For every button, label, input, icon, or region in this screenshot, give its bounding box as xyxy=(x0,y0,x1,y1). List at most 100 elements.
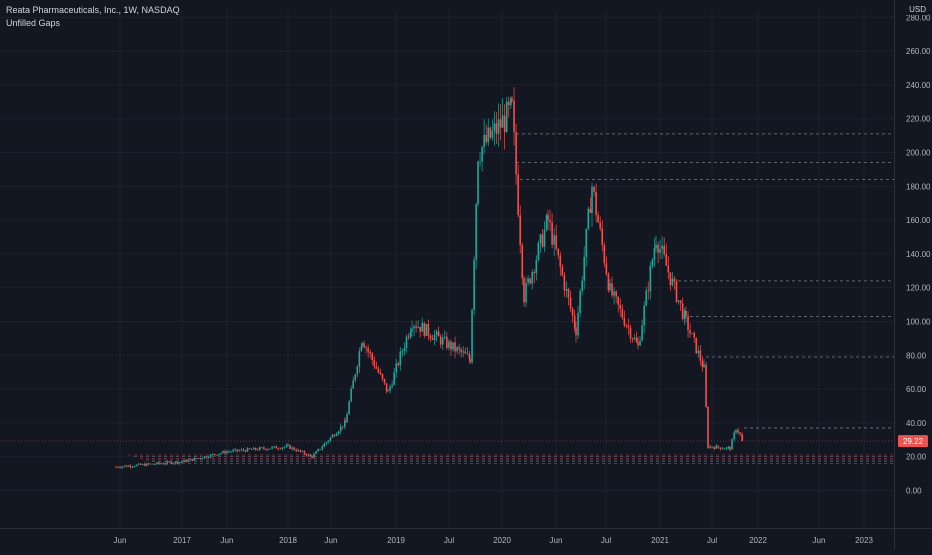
candle-body xyxy=(535,259,538,274)
candle-body xyxy=(119,467,121,469)
candle-body xyxy=(569,297,572,309)
candle-body xyxy=(717,445,720,448)
time-axis[interactable]: Jun 2017 Jun 2018 Jun 2019 Jul 2020 Jun Jul 2021 Ju… xyxy=(114,536,874,545)
x-tick-label: Jun xyxy=(114,536,127,545)
candle-body xyxy=(381,374,384,379)
candle-body xyxy=(481,147,483,162)
candle-body xyxy=(228,451,230,453)
candle-body xyxy=(203,456,206,459)
x-tick-label: 2020 xyxy=(493,536,511,545)
unfilled-gaps xyxy=(128,133,894,464)
candle-body xyxy=(361,342,363,347)
candle-body xyxy=(515,131,517,175)
candle-body xyxy=(437,331,440,337)
candle-body xyxy=(575,327,577,336)
candle-body xyxy=(653,248,656,261)
candle-body xyxy=(348,401,350,414)
candle-body xyxy=(220,453,222,455)
candle-body xyxy=(587,208,590,229)
candle-body xyxy=(505,101,508,132)
candle-body xyxy=(649,265,652,292)
candle-body xyxy=(209,454,212,458)
candle-body xyxy=(657,244,659,253)
candle-body xyxy=(647,290,650,292)
candle-body xyxy=(499,119,502,128)
candle-body xyxy=(639,340,641,346)
candle-body xyxy=(625,325,628,327)
candle-body xyxy=(679,300,682,304)
candle-body xyxy=(709,446,711,448)
candle-body xyxy=(599,222,601,229)
candle-body xyxy=(259,447,261,450)
candle-body xyxy=(529,278,531,284)
candle-body xyxy=(651,260,654,266)
candle-body xyxy=(689,330,691,334)
candle-body xyxy=(172,463,175,465)
candle-body xyxy=(143,463,146,466)
candle-body xyxy=(719,447,722,449)
candle-body xyxy=(661,245,663,249)
y-tick-label: 160.00 xyxy=(906,216,931,225)
candle-body xyxy=(567,288,570,298)
candle-body xyxy=(513,100,515,132)
candle-body xyxy=(663,245,665,255)
indicator-label[interactable]: Unfilled Gaps xyxy=(6,18,61,28)
candle-body xyxy=(195,458,198,459)
candle-body xyxy=(631,338,634,340)
x-tick-label: Jun xyxy=(325,536,338,545)
candle-body xyxy=(454,342,456,352)
candle-body xyxy=(473,259,475,310)
candle-body xyxy=(531,272,533,284)
candle-body xyxy=(713,447,715,449)
candle-body xyxy=(275,446,277,449)
candle-body xyxy=(230,451,232,453)
candle-body xyxy=(174,461,177,464)
candle-body xyxy=(176,461,179,464)
candle-body xyxy=(691,333,693,334)
y-tick-label: 0.00 xyxy=(906,486,922,495)
candle-body xyxy=(281,447,284,449)
candle-body xyxy=(549,219,551,223)
candle-body xyxy=(329,437,332,441)
candle-body xyxy=(234,449,236,451)
candle-body xyxy=(456,347,458,352)
candle-body xyxy=(407,336,410,338)
candle-body xyxy=(571,308,574,316)
candle-body xyxy=(557,248,560,256)
candle-body xyxy=(615,291,617,297)
candle-body xyxy=(185,460,187,462)
candle-body xyxy=(711,446,713,448)
candle-body xyxy=(435,331,438,336)
candle-body xyxy=(137,463,140,465)
currency-label[interactable]: USD xyxy=(907,4,928,15)
candle-body xyxy=(525,282,527,303)
x-tick-label: 2018 xyxy=(279,536,297,545)
candle-body xyxy=(164,463,166,465)
candle-body xyxy=(375,366,378,369)
candle-body xyxy=(335,433,338,436)
candle-body xyxy=(201,458,204,459)
candle-body xyxy=(389,386,391,391)
candle-body xyxy=(246,448,249,452)
symbol-title[interactable]: Reata Pharmaceuticals, Inc., 1W, NASDAQ xyxy=(6,5,180,15)
x-tick-label: 2019 xyxy=(387,536,405,545)
candle-body xyxy=(429,335,432,339)
candle-body xyxy=(293,447,295,450)
candle-body xyxy=(207,457,210,458)
candle-body xyxy=(733,432,735,440)
candle-body xyxy=(242,449,245,451)
price-axis[interactable]: 0.00 20.00 40.00 60.00 80.00 100.00 120.00 140.… xyxy=(906,13,931,495)
candle-body xyxy=(423,323,426,336)
candle-body xyxy=(605,263,608,275)
candle-body xyxy=(331,434,334,438)
candle-body xyxy=(385,383,388,392)
candle-body xyxy=(170,462,173,464)
candle-body xyxy=(341,426,344,428)
candle-body xyxy=(627,325,630,328)
x-tick-label: Jun xyxy=(550,536,563,545)
candle-body xyxy=(637,342,639,346)
candle-body xyxy=(687,315,689,331)
candle-body xyxy=(162,463,164,465)
